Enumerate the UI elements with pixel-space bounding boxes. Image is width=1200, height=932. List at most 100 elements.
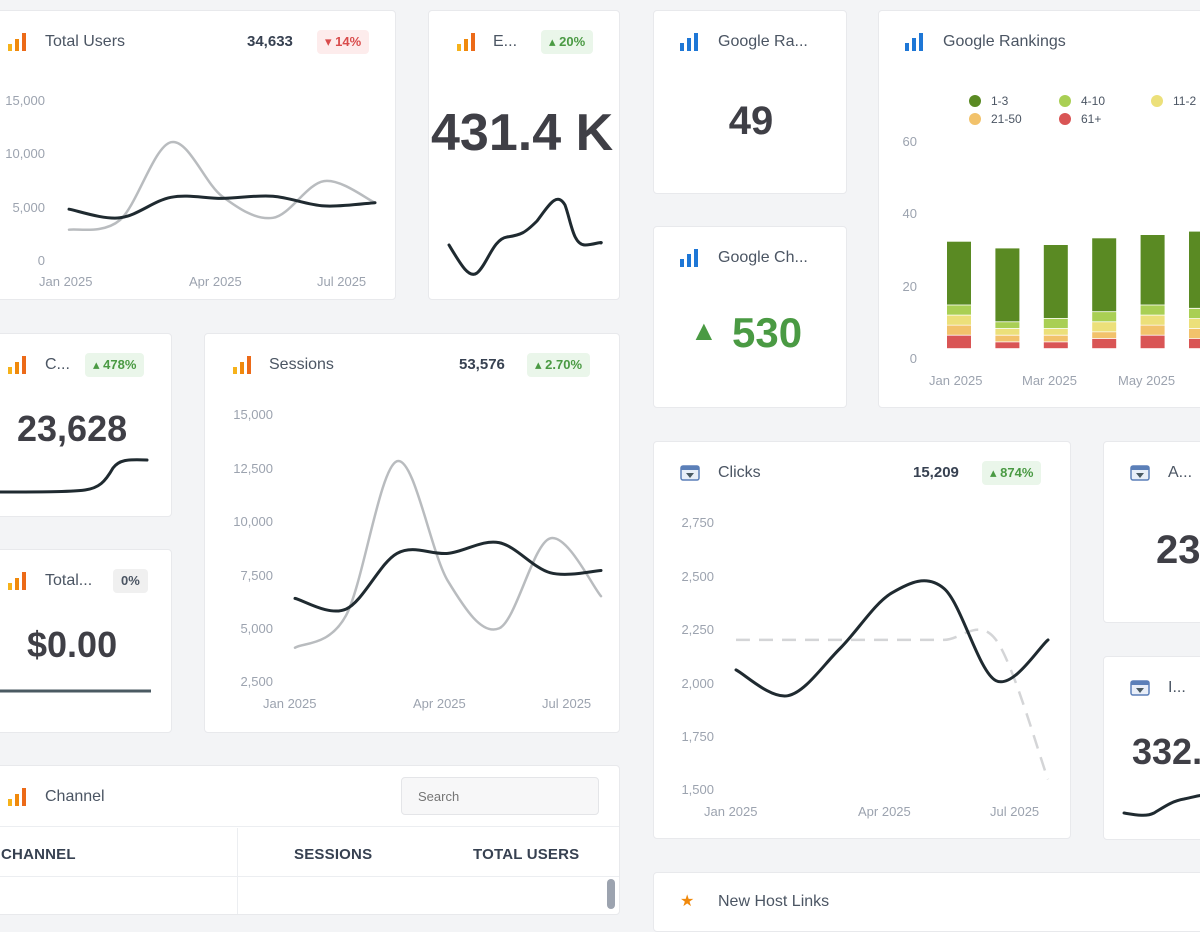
bar-segment[interactable] [995,335,1020,342]
bar-segment[interactable] [1189,338,1200,349]
x-tick: Apr 2025 [858,804,911,819]
bar-segment[interactable] [1092,312,1117,322]
y-tick: 2,000 [681,676,714,691]
y-tick: 1,750 [681,729,714,744]
card-title: Google Ra... [718,33,808,50]
bar-segment[interactable] [1189,318,1200,329]
y-tick: 5,000 [240,621,273,636]
legend-label: 1-3 [991,94,1009,108]
previous-period-line [736,628,1050,780]
sessions-line-chart [293,459,603,649]
bar-segment[interactable] [1140,305,1165,315]
legend-label: 4-10 [1081,94,1106,108]
y-tick: 0 [37,253,45,268]
y-tick: 1,500 [681,782,714,797]
y-tick: 15,000 [5,93,45,108]
search-console-icon [680,465,700,481]
bar-segment[interactable] [947,315,971,325]
trend-up-icon: ▲ [690,315,718,346]
bar-segment[interactable] [1043,342,1068,349]
star-icon: ★ [680,893,695,910]
metric-big-value: 49 [728,99,774,143]
bar-segment[interactable] [1140,325,1165,335]
sessions-card: Sessions 53,576 ▴ 2.70% 15,000 12,500 10… [204,333,620,733]
y-tick: 2,750 [681,515,714,530]
conversions-sparkline [0,458,149,494]
x-tick: Jul 2025 [542,696,592,711]
average-position-card: A... 23 [1103,441,1200,623]
y-tick: 2,250 [681,622,714,637]
column-header-sessions[interactable]: SESSIONS [294,846,373,863]
card-title: Clicks [718,464,761,481]
bar-segment[interactable] [1092,322,1117,332]
search-console-icon [1130,465,1150,481]
x-tick: Jan 2025 [929,373,983,388]
analytics-icon [8,33,26,51]
metric-big-value: 23 [1156,528,1200,572]
legend-swatch [969,95,981,107]
bar-segment[interactable] [1140,235,1165,305]
google-rank-card: Google Ra... 49 [653,10,847,194]
bar-segment[interactable] [1043,245,1068,318]
bar-segment[interactable] [995,342,1020,349]
x-tick: Jan 2025 [263,696,317,711]
column-header-channel[interactable]: CHANNEL [1,846,76,863]
analytics-icon [233,356,251,374]
y-tick: 10,000 [233,514,273,529]
legend-label: 21-50 [991,112,1022,126]
bar-segment[interactable] [947,325,971,335]
clicks-card: Clicks 15,209 ▴ 874% 2,750 2,500 2,250 2… [653,441,1071,839]
bar-segment[interactable] [1140,335,1165,349]
analytics-icon [8,356,26,374]
bar-segment[interactable] [947,241,971,305]
change-badge: ▴ 2.70% [527,353,590,377]
change-badge: 0% [113,569,148,593]
metric-value: 15,209 [913,464,959,481]
bar-segment[interactable] [995,328,1020,335]
y-tick: 2,500 [681,569,714,584]
revenue-sparkline [0,689,151,693]
y-tick: 20 [902,279,917,294]
conversions-card: C... ▴ 478% 23,628 [0,333,172,517]
analytics-icon [457,33,475,51]
bar-segment[interactable] [1043,318,1068,329]
bar-segment[interactable] [995,322,1020,329]
google-change-card: Google Ch... ▲ 530 [653,226,847,408]
metric-value: 34,633 [247,33,293,50]
card-title: Google Ch... [718,249,808,266]
metric-big-value: 23,628 [17,408,128,449]
column-divider [237,828,238,914]
card-title: Channel [45,788,105,805]
card-title: E... [493,33,518,50]
bar-segment[interactable] [947,305,971,315]
bar-segment[interactable] [947,335,971,349]
current-period-line [734,579,1050,698]
card-title: Total Users [45,33,126,50]
current-period-line [67,194,377,220]
bar-segment[interactable] [995,248,1020,322]
search-input[interactable] [401,777,599,815]
metric-big-value: 332. [1132,731,1200,772]
card-title: New Host Links [718,893,830,910]
bar-segment[interactable] [1140,315,1165,325]
bar-segment[interactable] [1043,328,1068,335]
x-tick: Jul 2025 [317,274,367,289]
bar-segment[interactable] [1189,328,1200,339]
change-badge: ▴ 20% [541,30,594,54]
x-tick: May 2025 [1118,373,1176,388]
metric-big-value: 431.4 K [431,104,614,162]
bar-segment[interactable] [1189,231,1200,308]
bar-segment[interactable] [1092,338,1117,349]
legend-swatch [1059,95,1071,107]
new-host-links-card: ★ New Host Links [653,872,1200,932]
bar-chart-icon [680,33,698,51]
bar-segment[interactable] [1043,335,1068,342]
bar-segment[interactable] [1092,332,1117,339]
scrollbar-thumb[interactable] [607,879,615,909]
legend-swatch [1151,95,1163,107]
bar-segment[interactable] [1189,308,1200,319]
x-tick: Jan 2025 [39,274,93,289]
table-divider [0,876,619,877]
bar-segment[interactable] [1092,238,1117,312]
column-header-total-users[interactable]: TOTAL USERS [473,846,580,863]
